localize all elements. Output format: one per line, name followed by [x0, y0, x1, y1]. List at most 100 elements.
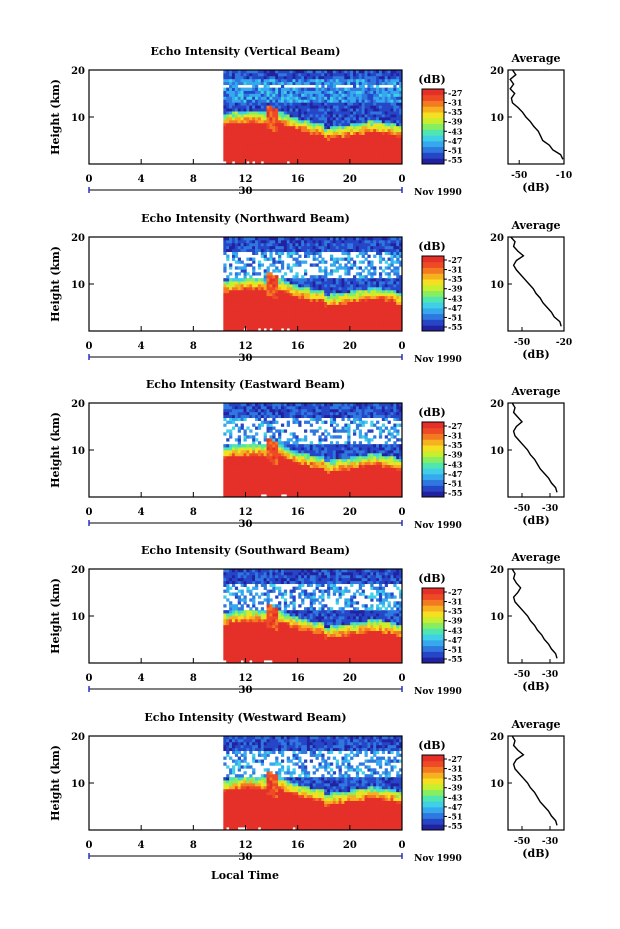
heatmap-cell [315, 84, 319, 88]
heatmap-cell [327, 152, 331, 156]
heatmap-cell [289, 284, 293, 288]
heatmap-cell [329, 450, 334, 454]
heatmap-cell [243, 438, 247, 442]
heatmap-cell [304, 286, 308, 291]
heatmap-cell [252, 289, 256, 294]
heatmap-cell [240, 114, 244, 118]
heatmap-cell [381, 479, 386, 483]
heatmap-cell [260, 105, 265, 109]
heatmap-cell [396, 251, 400, 255]
heatmap-cell [370, 272, 374, 276]
heatmap-cell [309, 155, 314, 159]
heatmap-cell [381, 307, 386, 311]
heatmap-cell [260, 134, 265, 138]
heatmap-cell [373, 316, 377, 320]
heatmap-cell [318, 99, 322, 103]
average-frame [507, 236, 565, 332]
heatmap-cell [304, 119, 308, 124]
heatmap-cell [367, 269, 371, 273]
heatmap-cell [252, 90, 256, 94]
heatmap-cell [255, 322, 259, 326]
heatmap-cell [387, 93, 391, 97]
heatmap-cell [231, 485, 236, 489]
heatmap-cell [231, 152, 236, 156]
heatmap-cell [269, 485, 273, 489]
heatmap-cell [329, 72, 334, 77]
heatmap-cell [321, 455, 325, 460]
heatmap-cell [332, 494, 337, 497]
heatmap-cell [312, 313, 316, 317]
heatmap-cell [280, 289, 285, 294]
heatmap-cell [321, 128, 325, 133]
heatmap-cell [332, 447, 337, 451]
heatmap-cell [234, 464, 239, 468]
heatmap-cell [332, 245, 337, 250]
heatmap-cell [358, 93, 362, 97]
heatmap-cell [327, 447, 331, 451]
heatmap-cell [378, 444, 383, 448]
heatmap-cell [358, 441, 362, 445]
heatmap-cell [329, 149, 334, 153]
heatmap-cell [347, 99, 351, 103]
heatmap-cell [246, 455, 250, 460]
heatmap-cell [269, 122, 273, 127]
heatmap-cell [266, 266, 270, 270]
heatmap-cell [378, 298, 383, 302]
heatmap-cell [318, 281, 322, 285]
heatmap-cell [376, 102, 380, 106]
heatmap-cell [255, 78, 259, 83]
heatmap-cell [309, 251, 314, 255]
heatmap-cell [301, 158, 305, 162]
heatmap-cell [350, 310, 354, 314]
heatmap-cell [309, 304, 314, 308]
heatmap-cell [223, 158, 227, 162]
heatmap-cell [269, 458, 273, 463]
heatmap-cell [361, 470, 365, 474]
heatmap-cell [275, 295, 279, 300]
heatmap-cell [353, 114, 357, 118]
heatmap-cell [286, 245, 290, 250]
heatmap-cell [304, 254, 308, 258]
heatmap-cell [280, 245, 285, 250]
heatmap-cell [367, 161, 371, 164]
heatmap-cell [298, 140, 302, 144]
heatmap-cell [249, 87, 253, 91]
heatmap-cell [283, 78, 288, 83]
heatmap-cell [306, 134, 311, 138]
heatmap-cell [298, 239, 302, 244]
heatmap-cell [324, 161, 328, 164]
heatmap-cell [243, 310, 247, 314]
heatmap-cell [278, 286, 282, 291]
heatmap-cell [370, 158, 374, 162]
heatmap-cell [370, 102, 374, 106]
heatmap-cell [286, 137, 290, 141]
heatmap-cell [364, 72, 368, 77]
heatmap-cell [393, 295, 397, 300]
heatmap-cell [324, 134, 328, 138]
heatmap-cell [240, 461, 244, 466]
heatmap-cell [350, 304, 354, 308]
heatmap-cell [226, 149, 230, 153]
heatmap-cell [318, 286, 322, 291]
heatmap-cell [367, 146, 371, 150]
heatmap-cell [370, 105, 374, 109]
heatmap-cell [358, 284, 362, 288]
heatmap-cell [355, 128, 360, 133]
heatmap-cell [231, 307, 236, 311]
heatmap-cell [396, 143, 400, 147]
heatmap-cell [298, 485, 302, 489]
heatmap-cell [390, 325, 394, 329]
heatmap-cell [240, 245, 244, 250]
heatmap-cell [304, 140, 308, 144]
heatmap-cell [226, 325, 230, 329]
heatmap-cell [378, 470, 383, 474]
heatmap-cell [263, 242, 267, 247]
heatmap-cell [240, 99, 244, 103]
heatmap-cell [396, 158, 400, 162]
heatmap-cell [280, 473, 285, 477]
heatmap-cell [309, 298, 314, 302]
heatmap-cell [240, 158, 244, 162]
heatmap-cell [269, 307, 273, 311]
heatmap-cell [344, 140, 348, 144]
heatmap-cell [321, 467, 325, 471]
